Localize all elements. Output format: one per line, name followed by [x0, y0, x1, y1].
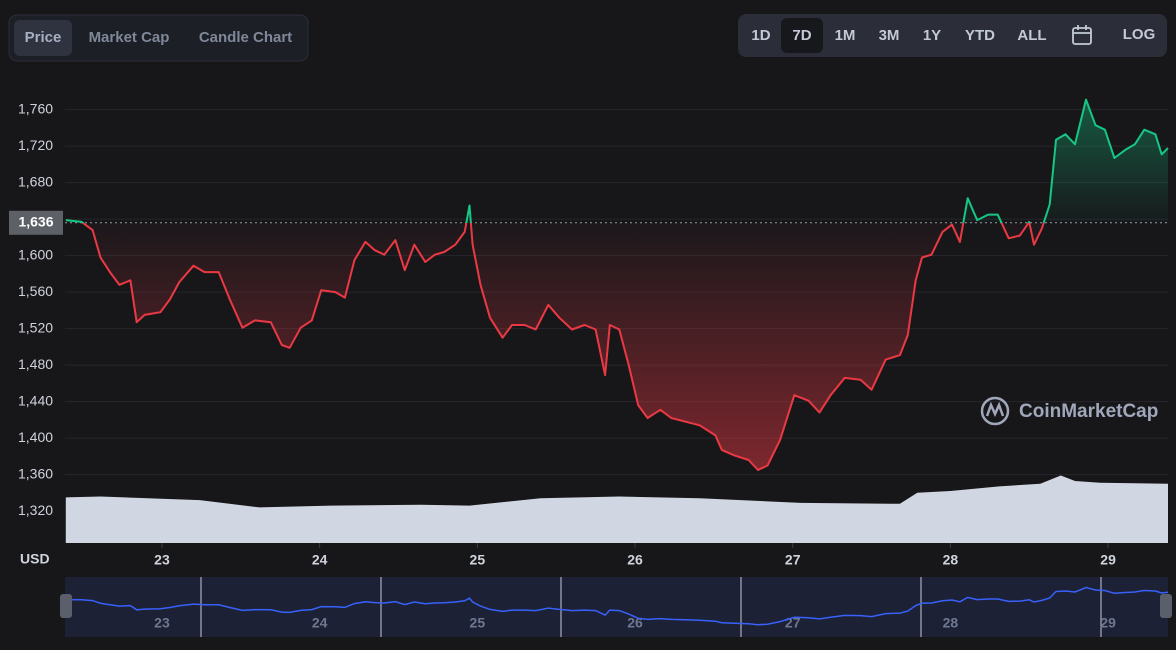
range-group	[738, 14, 1167, 57]
navigator-tick-label: 25	[470, 615, 486, 631]
watermark-logo	[980, 396, 1010, 426]
navigator-tick-label: 24	[312, 615, 328, 631]
navigator-tick-label: 23	[154, 615, 170, 631]
tab-active-bg	[14, 20, 72, 56]
tab[interactable]: Candle Chart	[199, 29, 292, 46]
y-tick-label: 1,480	[18, 356, 53, 372]
tab[interactable]: Price	[25, 29, 62, 46]
navigator-separators	[200, 577, 1102, 637]
y-tick-label: 1,560	[18, 283, 53, 299]
x-tick-label: 24	[312, 552, 328, 568]
range-button[interactable]: YTD	[965, 27, 995, 44]
navigator-handle[interactable]	[60, 594, 72, 618]
y-tick-label: 1,360	[18, 465, 53, 481]
y-tick-label: 1,720	[18, 137, 53, 153]
navigator-tick-label: 29	[1100, 615, 1116, 631]
x-tick-label: 27	[785, 552, 801, 568]
tab[interactable]: Market Cap	[89, 29, 170, 46]
range-button[interactable]: 1Y	[923, 27, 941, 44]
y-tick-label: 1,320	[18, 502, 53, 518]
baseline-label-bg	[9, 210, 63, 235]
y-tick-label: 1,600	[18, 246, 53, 262]
x-tick-label: 25	[470, 552, 486, 568]
calendar-icon[interactable]	[1072, 25, 1092, 45]
x-tick-label: 29	[1100, 552, 1116, 568]
range-button[interactable]: 7D	[792, 27, 811, 44]
range-button[interactable]: 1M	[835, 27, 856, 44]
price-area	[65, 99, 1168, 470]
y-tick-label: 1,400	[18, 429, 53, 445]
navigator-tick-label: 28	[943, 615, 959, 631]
watermark: CoinMarketCap	[1019, 401, 1158, 422]
x-tick-label: 23	[154, 552, 170, 568]
price-line	[65, 98, 1169, 471]
unit-label: USD	[20, 551, 50, 567]
volume-area	[65, 475, 1168, 543]
y-tick-label: 1,760	[18, 100, 53, 116]
tab-group	[8, 14, 309, 62]
navigator-handle[interactable]	[1160, 594, 1172, 618]
navigator[interactable]	[65, 577, 1168, 637]
range-button[interactable]: 1D	[751, 27, 770, 44]
range-button[interactable]: 3M	[879, 27, 900, 44]
baseline-label: 1,636	[18, 213, 53, 229]
y-tick-label: 1,680	[18, 173, 53, 189]
range-button[interactable]: ALL	[1017, 27, 1046, 44]
y-tick-label: 1,520	[18, 319, 53, 335]
log-button[interactable]: LOG	[1123, 26, 1156, 43]
y-tick-label: 1,440	[18, 392, 53, 408]
x-tick-label: 28	[943, 552, 959, 568]
range-active-bg	[781, 18, 823, 53]
x-tick-label: 26	[627, 552, 643, 568]
navigator-line	[65, 586, 1169, 626]
